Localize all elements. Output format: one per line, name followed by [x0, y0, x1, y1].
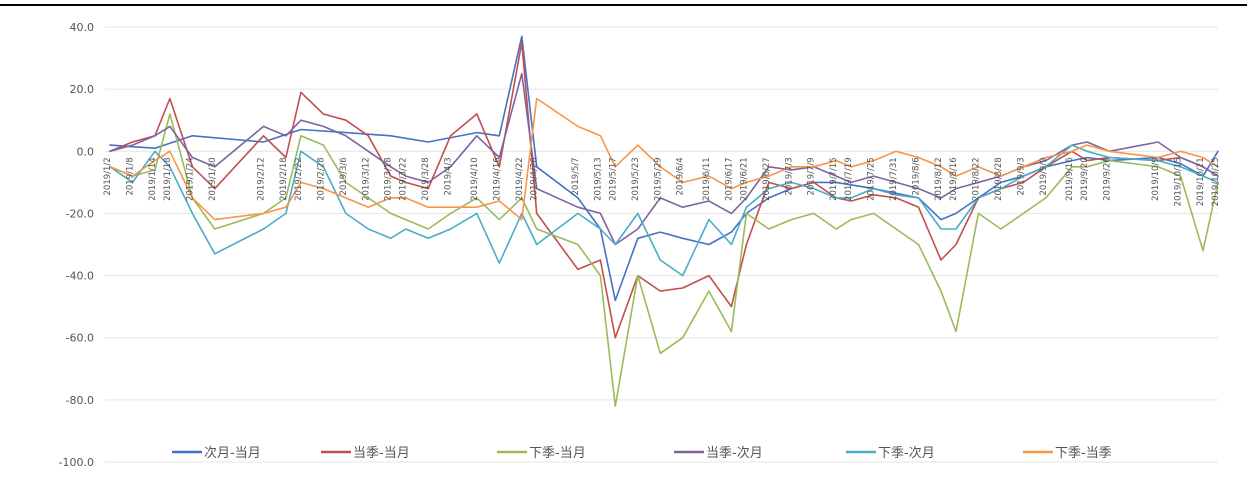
- x-tick-label: 2019/9/9: [1039, 157, 1049, 195]
- series-lines: [109, 35, 1219, 407]
- x-tick-label: 2019/3/6: [339, 157, 349, 195]
- x-tick-label: 2019/5/29: [653, 157, 663, 201]
- x-tick-label: 2019/1/30: [208, 157, 218, 201]
- x-tick-label: 2019/3/12: [361, 157, 371, 201]
- x-tick-label: 2019/6/17: [724, 157, 734, 201]
- top-rule: [0, 4, 1247, 6]
- legend-item: 下季-当季: [1023, 446, 1112, 461]
- y-axis-tick-labels: 40.0 20.0 0.0 -20.0 -40.0 -60.0 -80.0 -100.0: [59, 21, 94, 469]
- x-tick-label: 2019/8/22: [971, 157, 981, 201]
- y-tick-label: -100.0: [59, 456, 94, 469]
- x-tick-label: 2019/2/22: [294, 157, 304, 201]
- legend-label: 下季-次月: [878, 445, 935, 461]
- x-tick-label: 2019/8/16: [949, 157, 959, 201]
- x-tick-label: 2019/7/31: [889, 157, 899, 201]
- x-tick-label: 2019/9/20: [1080, 157, 1090, 201]
- x-tick-label: 2019/10/25: [1211, 157, 1221, 206]
- x-tick-label: 2019/8/12: [934, 157, 944, 201]
- x-tick-label: 2019/5/17: [608, 157, 618, 201]
- y-tick-label: -80.0: [66, 394, 94, 407]
- legend-label: 当季-当月: [353, 446, 410, 461]
- legend-item: 下季-次月: [846, 445, 935, 461]
- x-tick-label: 2019/4/3: [444, 157, 454, 195]
- x-tick-label: 2019/9/3: [1016, 157, 1026, 195]
- series-line: [109, 41, 1219, 339]
- x-tick-label: 2019/7/25: [867, 157, 877, 201]
- x-tick-label: 2019/2/12: [256, 157, 266, 201]
- x-tick-label: 2019/4/26: [530, 157, 540, 201]
- y-tick-label: 40.0: [70, 21, 95, 34]
- series-line: [109, 97, 1219, 221]
- x-tick-label: 2019/7/19: [844, 157, 854, 201]
- series-line: [109, 144, 1219, 277]
- x-tick-label: 2019/7/15: [829, 157, 839, 201]
- x-tick-label: 2019/10/9: [1151, 157, 1161, 201]
- x-tick-label: 2019/6/11: [702, 157, 712, 201]
- x-tick-label: 2019/6/21: [739, 157, 749, 201]
- y-tick-label: -20.0: [66, 207, 94, 220]
- x-tick-label: 2019/1/24: [185, 157, 195, 201]
- series-line: [109, 113, 1219, 407]
- x-tick-label: 2019/8/6: [911, 157, 921, 195]
- x-tick-label: 2019/1/2: [103, 157, 113, 195]
- legend-item: 当季-当月: [321, 446, 410, 461]
- legend-item: 下季-当月: [497, 446, 586, 461]
- x-tick-label: 2019/2/18: [279, 157, 289, 201]
- gridlines: [105, 26, 1218, 463]
- x-tick-label: 2019/3/18: [384, 157, 394, 201]
- x-tick-label: 2019/3/22: [399, 157, 409, 201]
- x-tick-label: 2019/6/27: [762, 157, 772, 201]
- x-tick-label: 2019/6/4: [676, 157, 686, 195]
- x-tick-label: 2019/4/16: [492, 157, 502, 201]
- legend-item: 当季-次月: [674, 445, 763, 461]
- legend-label: 下季-当月: [529, 446, 586, 461]
- x-axis-tick-labels: 2019/1/2 2019/1/8 2019/1/14 2019/1/18 2019/1…: [103, 157, 1221, 206]
- legend-label: 次月-当月: [204, 445, 261, 461]
- x-tick-label: 2019/10/21: [1196, 157, 1206, 206]
- x-tick-label: 2019/5/13: [593, 157, 603, 201]
- legend-item: 次月-当月: [172, 445, 261, 461]
- x-tick-label: 2019/10/15: [1174, 157, 1184, 206]
- legend-label: 当季-次月: [706, 445, 763, 461]
- x-tick-label: 2019/5/7: [571, 157, 581, 195]
- x-tick-label: 2019/7/3: [784, 157, 794, 195]
- x-tick-label: 2019/1/18: [163, 157, 173, 201]
- legend-label: 下季-当季: [1055, 446, 1112, 461]
- x-tick-label: 2019/9/16: [1065, 157, 1075, 201]
- y-tick-label: -40.0: [66, 270, 94, 283]
- x-tick-label: 2019/8/28: [994, 157, 1004, 201]
- y-tick-label: 20.0: [70, 83, 95, 96]
- x-tick-label: 2019/1/14: [148, 157, 158, 201]
- x-tick-label: 2019/7/9: [807, 157, 817, 195]
- y-tick-label: 0.0: [77, 145, 95, 158]
- x-tick-label: 2019/5/23: [631, 157, 641, 201]
- series-line: [109, 35, 1219, 302]
- y-tick-label: -60.0: [66, 332, 94, 345]
- x-tick-label: 2019/4/10: [470, 157, 480, 201]
- x-tick-label: 2019/3/28: [421, 157, 431, 201]
- x-tick-label: 2019/1/8: [125, 157, 135, 195]
- x-tick-label: 2019/2/28: [316, 157, 326, 201]
- x-tick-label: 2019/4/22: [515, 157, 525, 201]
- x-tick-label: 2019/9/26: [1102, 157, 1112, 201]
- series-line: [109, 72, 1219, 246]
- legend: 次月-当月 当季-当月 下季-当月 当季-次月 下季-次月 下季-当季: [172, 445, 1112, 461]
